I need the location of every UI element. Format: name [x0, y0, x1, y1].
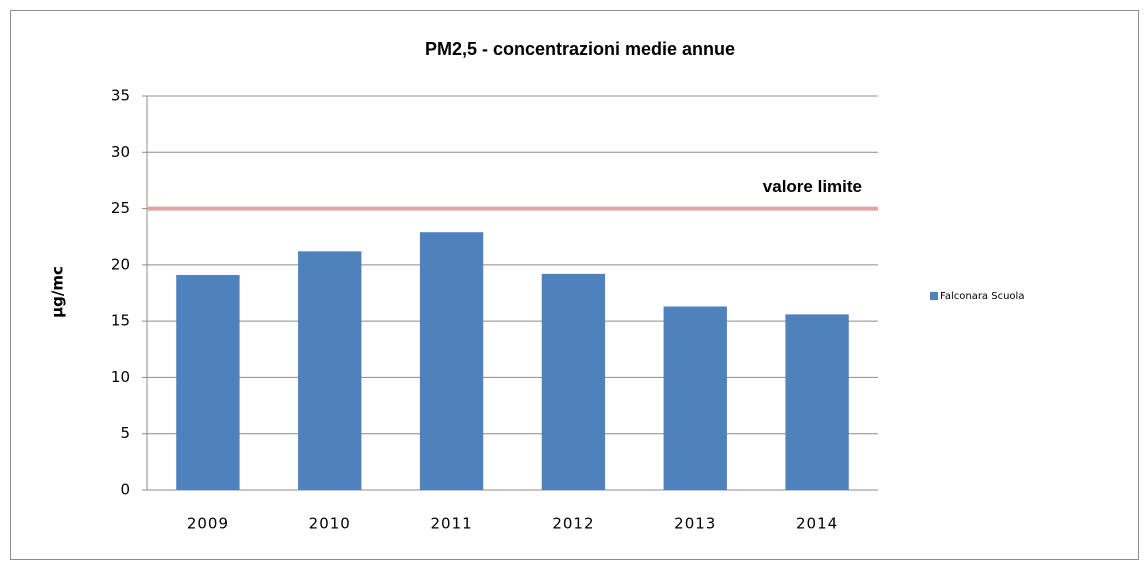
- x-tick-label: 2010: [309, 515, 351, 533]
- bar: [176, 274, 240, 490]
- bar: [541, 273, 606, 490]
- x-tick-label: 2014: [796, 515, 838, 533]
- bar: [785, 314, 849, 490]
- bar: [663, 306, 727, 490]
- y-tick-label: 20: [111, 255, 130, 273]
- y-tick-label: 25: [111, 199, 130, 217]
- y-axis-label: µg/mc: [49, 266, 67, 318]
- bar: [298, 251, 362, 490]
- x-tick-label: 2009: [187, 515, 229, 533]
- legend-label: Falconara Scuola: [940, 291, 1024, 302]
- reference-label: valore limite: [763, 177, 862, 196]
- y-tick-label: 5: [120, 424, 130, 442]
- y-tick-label: 30: [111, 143, 130, 161]
- y-tick-label: 10: [111, 368, 130, 386]
- x-tick-label: 2011: [430, 515, 472, 533]
- y-tick-label: 35: [111, 87, 130, 105]
- x-tick-label: 2013: [674, 515, 716, 533]
- bar: [419, 232, 484, 490]
- y-tick-label: 0: [120, 481, 130, 499]
- legend-swatch: [930, 292, 938, 300]
- chart-title: PM2,5 - concentrazioni medie annue: [425, 39, 735, 59]
- x-tick-label: 2012: [552, 515, 594, 533]
- y-tick-label: 15: [111, 312, 130, 330]
